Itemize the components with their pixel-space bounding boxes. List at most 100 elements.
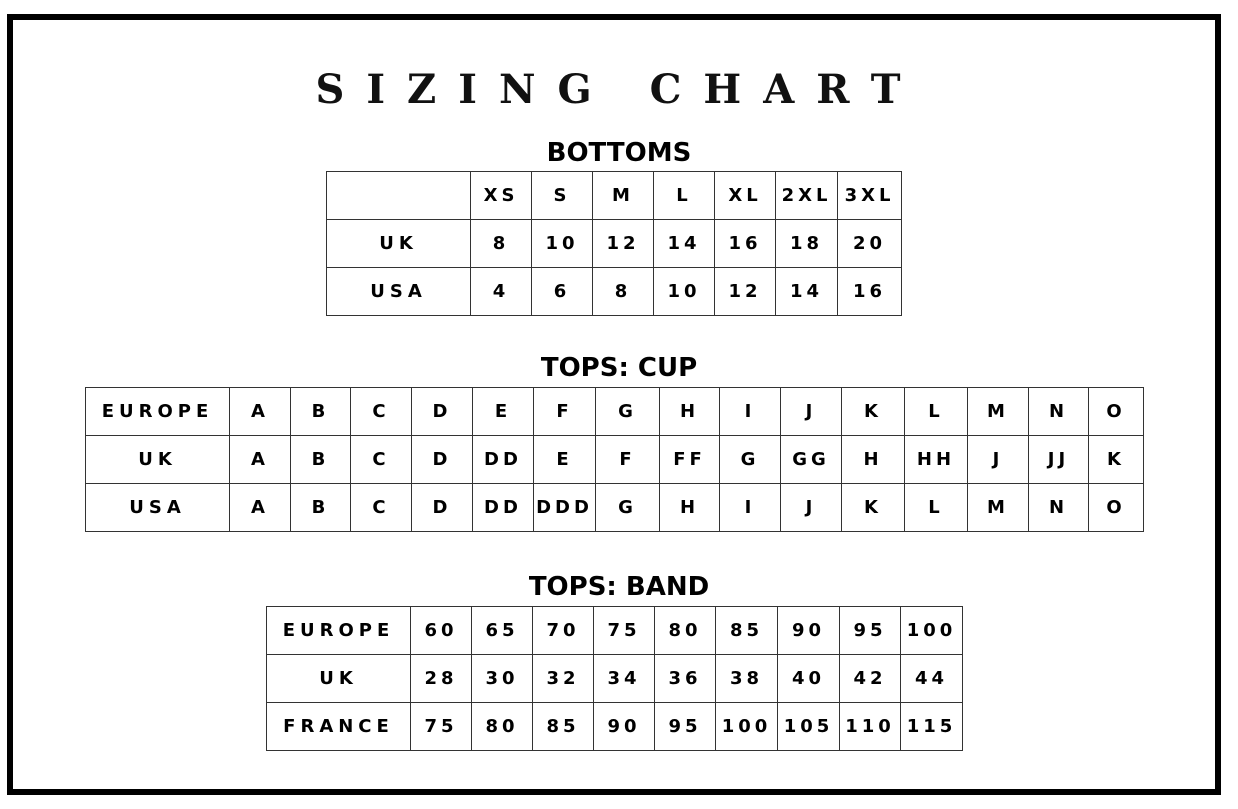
table-row: UK 28 30 32 34 36 38 40 42 44 [266, 654, 963, 703]
table-cell: DDD [533, 483, 596, 532]
table-cell: 100 [900, 606, 963, 655]
table-cell: L [653, 171, 715, 220]
table-cell: 8 [592, 267, 654, 316]
band-table: EUROPE 60 65 70 75 80 85 90 95 100 UK 28 30 32 34 36 38 4… [266, 606, 963, 751]
table-cell: L [904, 387, 968, 436]
table-cell: 28 [410, 654, 472, 703]
table-cell: 95 [654, 702, 716, 751]
table-cell: 90 [593, 702, 655, 751]
table-row: UK 8 10 12 14 16 18 20 [326, 219, 902, 268]
table-cell: 10 [531, 219, 593, 268]
table-cell: M [967, 387, 1029, 436]
table-cell: 105 [777, 702, 840, 751]
table-cell: J [780, 483, 842, 532]
table-cell: K [1088, 435, 1144, 484]
page-title: SIZING CHART [315, 66, 923, 113]
table-row: USA 4 6 8 10 12 14 16 [326, 267, 902, 316]
table-cell: 32 [532, 654, 594, 703]
table-cell: J [780, 387, 842, 436]
table-cell: 2XL [775, 171, 838, 220]
table-cell: K [841, 483, 905, 532]
table-cell: 10 [653, 267, 715, 316]
table-cell: 90 [777, 606, 840, 655]
table-cell: L [904, 483, 968, 532]
table-cell: DD [472, 435, 534, 484]
table-cell: 70 [532, 606, 594, 655]
row-label [326, 171, 471, 220]
table-cell: E [533, 435, 596, 484]
table-cell: C [350, 483, 412, 532]
row-label: EUROPE [85, 387, 230, 436]
table-cell: HH [904, 435, 968, 484]
table-cell: 18 [775, 219, 838, 268]
table-cell: 12 [714, 267, 776, 316]
table-cell: 95 [839, 606, 901, 655]
row-label: FRANCE [266, 702, 411, 751]
table-cell: A [229, 387, 291, 436]
table-cell: 16 [837, 267, 902, 316]
table-cell: B [290, 483, 351, 532]
table-cell: F [595, 435, 660, 484]
table-cell: O [1088, 387, 1144, 436]
table-cell: D [411, 435, 473, 484]
table-cell: M [592, 171, 654, 220]
table-cell: 80 [654, 606, 716, 655]
table-row: FRANCE 75 80 85 90 95 100 105 110 115 [266, 702, 963, 751]
row-label: USA [85, 483, 230, 532]
table-cell: I [719, 483, 781, 532]
table-cell: 60 [410, 606, 472, 655]
cup-table: EUROPE A B C D E F G H I J K L M N O UK A B C D DD E F FF G GG H HH J… [85, 387, 1144, 532]
table-cell: I [719, 387, 781, 436]
table-cell: 36 [654, 654, 716, 703]
table-cell: A [229, 483, 291, 532]
cup-heading: TOPS: CUP [540, 353, 698, 383]
table-cell: C [350, 387, 412, 436]
table-row: XS S M L XL 2XL 3XL [326, 171, 902, 220]
table-cell: H [659, 387, 720, 436]
table-cell: 6 [531, 267, 593, 316]
table-cell: XL [714, 171, 776, 220]
table-cell: 115 [900, 702, 963, 751]
table-cell: 65 [471, 606, 533, 655]
table-cell: GG [780, 435, 842, 484]
table-row: EUROPE A B C D E F G H I J K L M N O [85, 387, 1144, 436]
table-cell: 75 [593, 606, 655, 655]
table-cell: 20 [837, 219, 902, 268]
table-cell: 4 [470, 267, 532, 316]
table-cell: D [411, 387, 473, 436]
table-cell: 75 [410, 702, 472, 751]
band-heading: TOPS: BAND [528, 572, 710, 602]
table-cell: 30 [471, 654, 533, 703]
table-cell: G [595, 387, 660, 436]
row-label: EUROPE [266, 606, 411, 655]
table-cell: 44 [900, 654, 963, 703]
table-row: USA A B C D DD DDD G H I J K L M N O [85, 483, 1144, 532]
table-cell: G [719, 435, 781, 484]
table-cell: N [1028, 483, 1089, 532]
bottoms-table: XS S M L XL 2XL 3XL UK 8 10 12 14 16 18 20 USA 4 6 8 10 12 14… [326, 171, 902, 316]
table-cell: 34 [593, 654, 655, 703]
table-cell: F [533, 387, 596, 436]
table-cell: XS [470, 171, 532, 220]
table-cell: 16 [714, 219, 776, 268]
table-cell: 42 [839, 654, 901, 703]
table-cell: 14 [653, 219, 715, 268]
table-cell: K [841, 387, 905, 436]
table-cell: 8 [470, 219, 532, 268]
table-cell: E [472, 387, 534, 436]
table-cell: H [841, 435, 905, 484]
table-cell: JJ [1028, 435, 1089, 484]
table-cell: 80 [471, 702, 533, 751]
table-cell: D [411, 483, 473, 532]
table-cell: 85 [532, 702, 594, 751]
table-cell: 12 [592, 219, 654, 268]
table-cell: 110 [839, 702, 901, 751]
table-cell: 3XL [837, 171, 902, 220]
table-cell: J [967, 435, 1029, 484]
table-cell: N [1028, 387, 1089, 436]
table-cell: 38 [715, 654, 778, 703]
row-label: UK [266, 654, 411, 703]
table-cell: O [1088, 483, 1144, 532]
bottoms-heading: BOTTOMS [546, 138, 692, 168]
table-cell: C [350, 435, 412, 484]
